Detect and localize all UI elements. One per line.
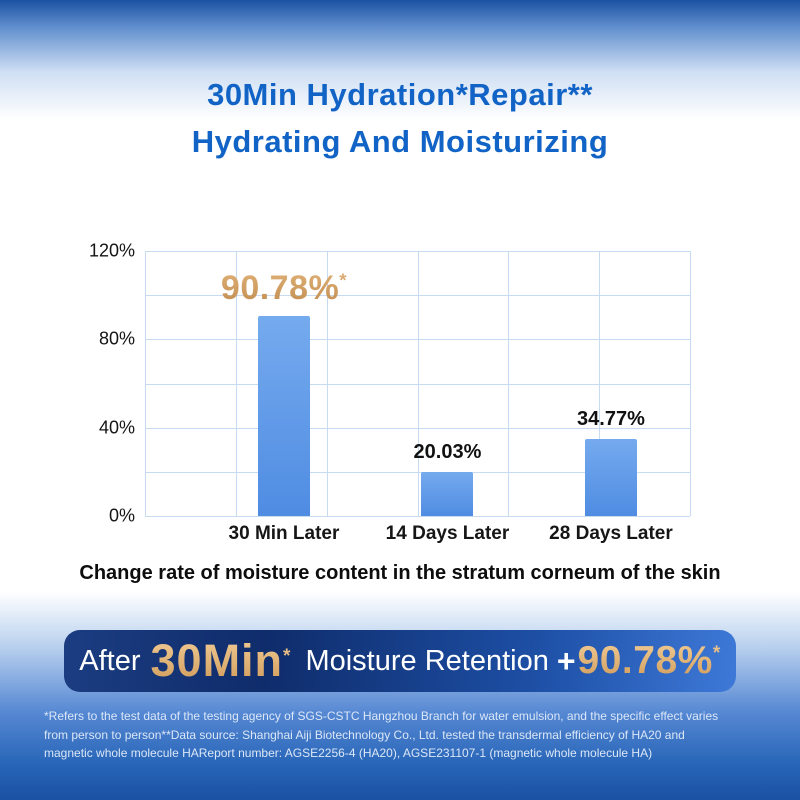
title-line-2: Hydrating And Moisturizing (191, 123, 609, 159)
bar-value-label: 90.78%* (220, 268, 348, 307)
bar-30-min-later (257, 315, 310, 516)
footnote-line-2: from person to person**Data source: Shan… (44, 727, 685, 742)
y-axis-tick-label: 40% (98, 417, 135, 438)
bar-chart-plot: 90.78%* 20.03% 34.77% (145, 251, 691, 517)
banner-value-asterisk: * (712, 643, 721, 664)
gridline-vertical (417, 251, 419, 516)
result-banner: After 30Min* Moisture Retention + 90.78%… (64, 630, 736, 692)
y-axis-tick-label: 120% (88, 240, 135, 261)
gridline-vertical (599, 251, 601, 516)
y-axis-tick-label: 0% (108, 505, 135, 526)
gridline-horizontal (145, 516, 690, 517)
footnote-line-3: magnetic whole molecule HAReport number:… (44, 746, 653, 761)
banner-plus-sign: + (556, 642, 576, 679)
y-axis-ticks: 120% 80% 40% 0% (50, 241, 135, 526)
page-title: 30Min Hydration*Repair** Hydrating And M… (0, 72, 800, 165)
bar-14-days-later (421, 471, 474, 516)
banner-value-text: 90.78%* (577, 639, 721, 682)
gridline-vertical (508, 251, 510, 516)
x-axis-category-label: 30 Min Later (228, 523, 340, 544)
chart-caption: Change rate of moisture content in the s… (79, 562, 721, 584)
x-axis-category-label: 14 Days Later (385, 523, 510, 544)
y-axis-tick-label: 80% (98, 328, 135, 349)
bar-28-days-later (584, 439, 637, 516)
gridline-vertical (145, 251, 146, 516)
banner-after-text: After (79, 644, 141, 677)
gridline-vertical (235, 251, 237, 516)
title-line-1: 30Min Hydration*Repair** (207, 77, 593, 112)
footnote: *Refers to the test data of the testing … (44, 707, 758, 763)
footnote-line-1: *Refers to the test data of the testing … (44, 709, 719, 723)
x-axis-labels: 30 Min Later 14 Days Later 28 Days Later (145, 523, 690, 549)
bar-value-label: 34.77% (577, 408, 645, 431)
gridline-vertical (690, 251, 691, 516)
x-axis-category-label: 28 Days Later (549, 523, 673, 544)
bar-value-label: 20.03% (413, 440, 482, 463)
gridline-vertical (326, 251, 328, 516)
banner-time-asterisk: * (283, 646, 292, 667)
banner-time-text: 30Min* (150, 635, 292, 686)
banner-middle-text: Moisture Retention (305, 644, 549, 677)
